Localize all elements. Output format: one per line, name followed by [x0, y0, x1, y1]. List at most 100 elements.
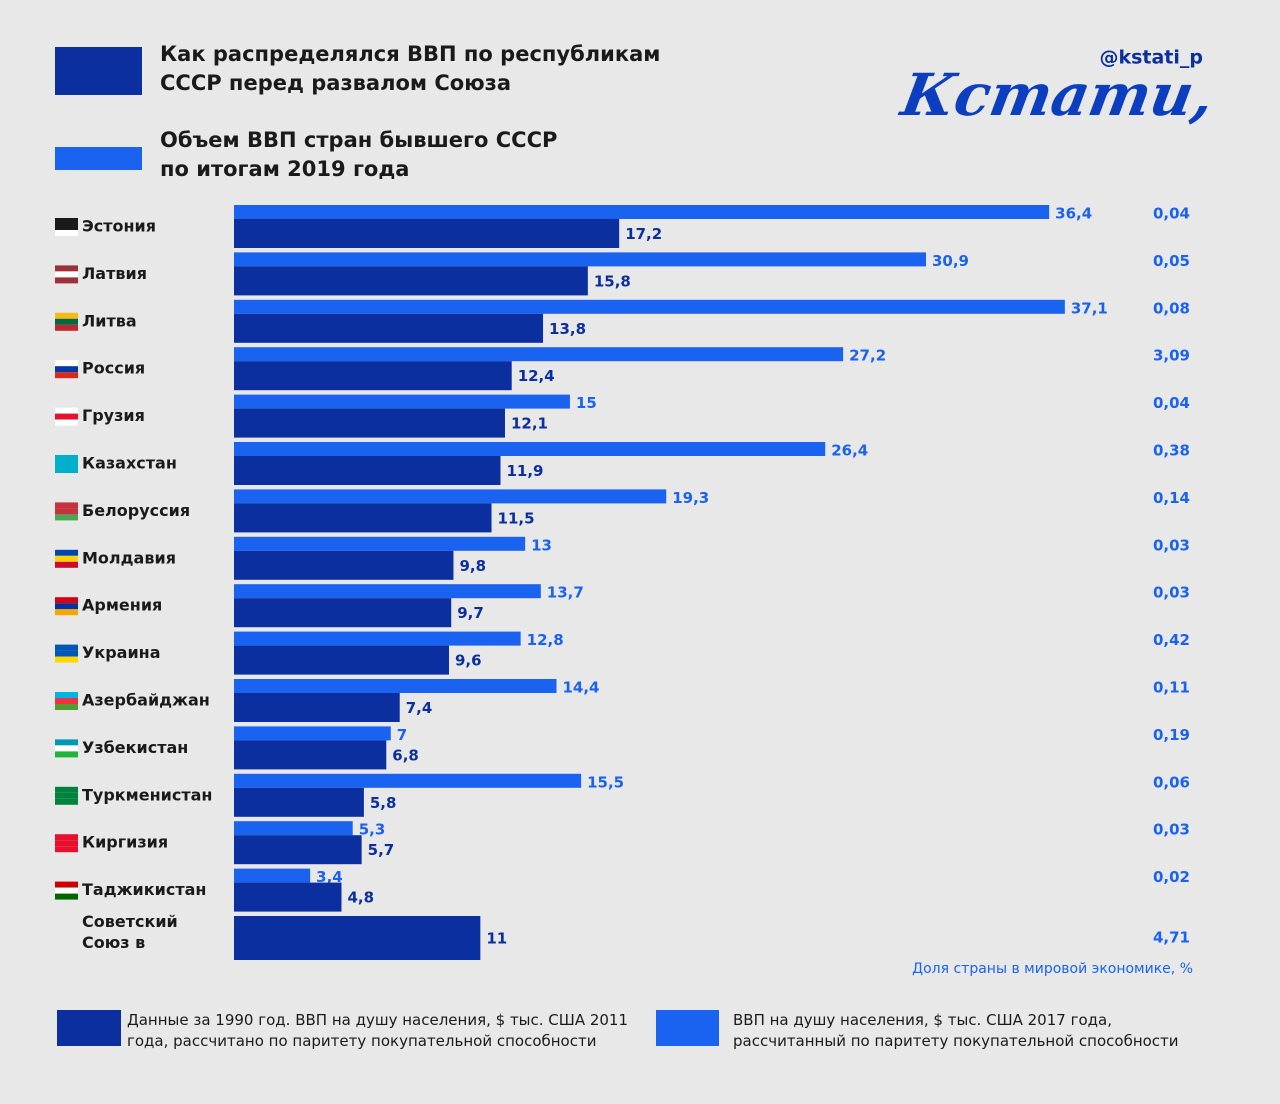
- flag: [55, 366, 78, 373]
- share-value: 0,04: [1153, 394, 1190, 412]
- share-value: 0,03: [1153, 536, 1190, 554]
- bar-2019: [234, 868, 311, 883]
- value-label-1990: 17,2: [625, 225, 662, 243]
- value-label-1990: 5,7: [368, 841, 395, 859]
- bar-1990: [234, 882, 342, 912]
- flag: [55, 887, 78, 894]
- legend-swatch: [57, 1010, 121, 1046]
- category-label: Казахстан: [82, 454, 177, 473]
- bar-1990: [234, 645, 449, 675]
- header-swatch-2019: [55, 147, 142, 170]
- bar-1990: [234, 835, 362, 865]
- logo: Кстати,: [895, 60, 1220, 128]
- value-label-2019: 15,5: [587, 773, 624, 791]
- flag: [55, 561, 78, 568]
- value-label-2019: 5,3: [359, 821, 386, 839]
- bar-1990: [234, 361, 512, 391]
- flag: [55, 455, 78, 461]
- flag: [55, 846, 78, 853]
- share-value: 0,03: [1153, 821, 1190, 839]
- value-label-2019: 37,1: [1071, 299, 1108, 317]
- share-value: 0,42: [1153, 631, 1190, 649]
- bar-1990: [234, 503, 492, 533]
- bar-2019: [234, 679, 557, 693]
- value-label-2019: 26,4: [831, 442, 868, 460]
- bar-2019: [234, 394, 570, 409]
- bar-2019: [234, 584, 541, 599]
- bar-2019: [234, 252, 926, 267]
- share-value: 0,11: [1153, 679, 1190, 697]
- bar-2019: [234, 773, 582, 788]
- flag: [55, 549, 78, 556]
- value-label-1990: 15,8: [594, 272, 631, 290]
- share-value: 4,71: [1153, 929, 1190, 947]
- share-value: 3,09: [1153, 347, 1190, 365]
- category-label-box: Советский Союз в целом: [82, 912, 178, 959]
- header-swatch-1990: [55, 47, 142, 95]
- category-label: Азербайджан: [82, 691, 210, 710]
- bar-2019: [234, 821, 353, 836]
- share-value: 0,04: [1153, 205, 1190, 223]
- flag: [55, 834, 78, 841]
- value-label-2019: 19,3: [672, 489, 709, 507]
- flag: [55, 265, 78, 272]
- share-value: 0,03: [1153, 584, 1190, 602]
- flag: [55, 840, 78, 847]
- flag: [55, 704, 78, 710]
- flag: [55, 745, 78, 752]
- category-label: Молдавия: [82, 548, 176, 567]
- legend-entry: ВВП на душу населения, $ тыс. США 2017 г…: [733, 1011, 1179, 1050]
- flag: [55, 751, 78, 758]
- flag: [55, 312, 78, 319]
- flag: [55, 792, 78, 799]
- value-label-2019: 15: [576, 394, 597, 412]
- bar-2019: [234, 726, 391, 741]
- flag: [55, 413, 78, 420]
- flag: [55, 692, 78, 698]
- value-label-2019: 27,2: [849, 347, 886, 365]
- legend-box: Данные за 1990 год. ВВП на душу населени…: [127, 1011, 628, 1050]
- value-label-1990: 6,8: [392, 746, 419, 764]
- value-label-1990: 9,7: [457, 604, 484, 622]
- value-label-2019: 30,9: [932, 252, 969, 270]
- category-label: Литва: [82, 311, 137, 330]
- flag: [55, 555, 78, 562]
- value-label-1990: 11,9: [506, 462, 543, 480]
- share-value: 0,05: [1153, 252, 1190, 270]
- bar-1990: [234, 916, 481, 960]
- flag: [55, 372, 78, 379]
- bar-1990: [234, 313, 544, 343]
- value-label-1990: 5,8: [370, 794, 397, 812]
- flag: [55, 224, 78, 230]
- legend-swatch: [656, 1010, 719, 1046]
- bar-1990: [234, 693, 400, 722]
- share-label: Доля страны в мировой экономике, %: [912, 961, 1193, 977]
- header-2019: Объем ВВП стран бывшего СССР по итогам 2…: [160, 128, 558, 181]
- value-label-2019: 14,4: [562, 679, 599, 697]
- bar-1990: [234, 787, 364, 817]
- category-label: Латвия: [82, 264, 147, 283]
- bar-2019: [234, 299, 1065, 314]
- bar-1990: [234, 456, 501, 485]
- category-label: Грузия: [82, 406, 145, 425]
- share-value: 0,02: [1153, 868, 1190, 886]
- value-label-2019: 36,4: [1055, 205, 1092, 223]
- bar-2019: [234, 205, 1050, 219]
- flag: [55, 786, 78, 793]
- category-label: Киргизия: [82, 833, 168, 852]
- share-value: 0,08: [1153, 299, 1190, 317]
- bar-1990: [234, 266, 588, 296]
- value-label-1990: 12,1: [511, 415, 548, 433]
- flag: [55, 467, 78, 473]
- value-label-2019: 13: [531, 536, 552, 554]
- category-label: Россия: [82, 359, 145, 378]
- category-label: Украина: [82, 643, 161, 662]
- bar-2019: [234, 536, 526, 551]
- flag: [55, 502, 78, 509]
- flag: [55, 656, 78, 663]
- category-label: Советский Союз в целом: [82, 912, 178, 959]
- flag: [55, 271, 78, 278]
- value-label-2019: 12,8: [527, 631, 564, 649]
- value-label-1990: 11,5: [498, 509, 535, 527]
- flag: [55, 739, 78, 746]
